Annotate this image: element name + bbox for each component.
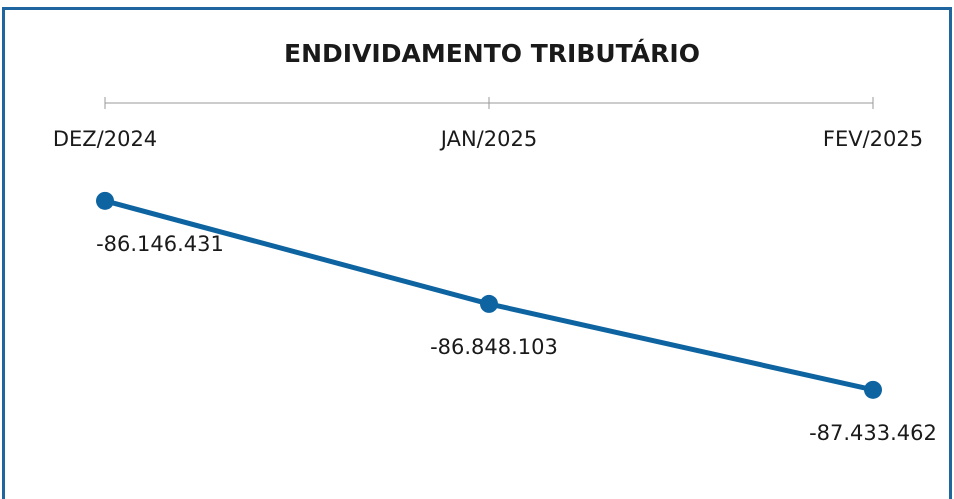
data-label: -86.146.431 [96,232,224,256]
x-tick-label: DEZ/2024 [53,127,157,151]
data-label: -86.848.103 [430,335,558,359]
point [864,380,882,399]
frame [2,7,952,499]
point [480,294,498,313]
point [96,191,114,210]
data-label: -87.433.462 [809,421,937,445]
chart-title: ENDIVIDAMENTO TRIBUTÁRIO [284,39,700,68]
x-tick-label: FEV/2025 [823,127,923,151]
x-tick-label: JAN/2025 [439,127,537,151]
